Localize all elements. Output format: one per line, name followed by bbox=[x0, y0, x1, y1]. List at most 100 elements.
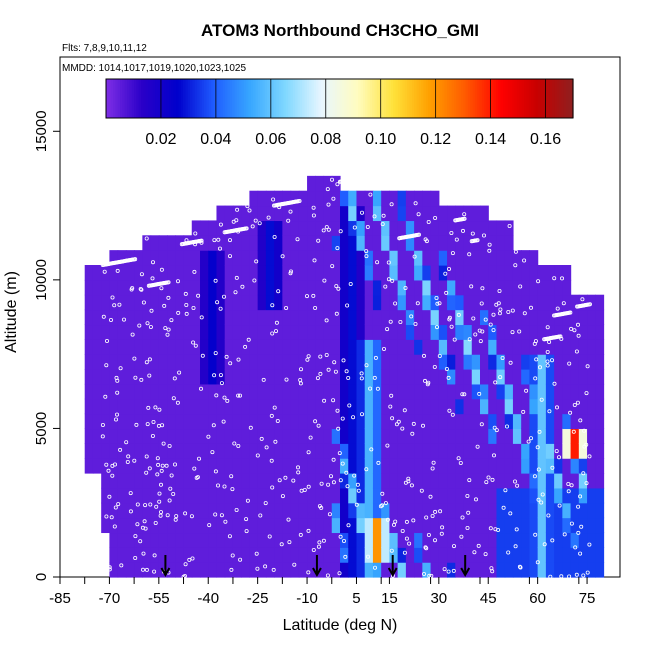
heatmap-cell bbox=[570, 369, 580, 385]
track-point bbox=[444, 366, 449, 371]
heatmap-cell bbox=[447, 458, 456, 474]
heatmap-cell bbox=[447, 532, 456, 548]
track-point bbox=[304, 294, 309, 299]
heatmap-cell bbox=[397, 383, 407, 400]
heatmap-cell bbox=[323, 309, 333, 326]
track-point bbox=[166, 280, 171, 285]
heatmap-cell bbox=[537, 458, 547, 474]
heatmap-cell bbox=[84, 369, 94, 385]
track-point bbox=[280, 494, 285, 499]
heatmap-cell bbox=[109, 413, 119, 430]
flight-track-points bbox=[100, 177, 592, 579]
heatmap-cell bbox=[134, 458, 143, 474]
track-point bbox=[244, 226, 249, 231]
heatmap-cell bbox=[455, 413, 465, 430]
heatmap-cell bbox=[142, 250, 152, 266]
heatmap-cell bbox=[158, 502, 168, 519]
heatmap-cell bbox=[340, 309, 349, 326]
colorbar-swatch bbox=[523, 79, 527, 118]
heatmap-cell bbox=[348, 354, 358, 370]
heatmap-cell bbox=[323, 205, 333, 222]
heatmap-cell bbox=[298, 413, 308, 430]
track-point bbox=[263, 564, 268, 569]
heatmap-cell bbox=[224, 502, 234, 519]
heatmap-cell bbox=[134, 443, 143, 459]
heatmap-cell bbox=[183, 428, 193, 444]
heatmap-cell bbox=[208, 265, 218, 281]
heatmap-cell bbox=[274, 443, 283, 459]
track-point bbox=[274, 320, 279, 325]
heatmap-cell bbox=[290, 294, 300, 311]
heatmap-cell bbox=[570, 339, 580, 355]
track-point bbox=[235, 207, 240, 212]
colorbar-swatch bbox=[388, 79, 392, 118]
heatmap-cell bbox=[92, 265, 102, 281]
heatmap-cell bbox=[562, 369, 572, 385]
heatmap-cell bbox=[290, 487, 300, 504]
heatmap-cell bbox=[331, 309, 341, 326]
x-tick-label: -85 bbox=[49, 590, 71, 607]
heatmap-cell bbox=[447, 265, 456, 281]
heatmap-cell bbox=[595, 428, 605, 444]
heatmap-cell bbox=[125, 354, 135, 370]
heatmap-cell bbox=[117, 265, 127, 281]
heatmap-cell bbox=[471, 547, 481, 563]
profile-arrow bbox=[460, 555, 471, 578]
colorbar-swatch bbox=[323, 79, 327, 118]
heatmap-cell bbox=[521, 309, 531, 326]
colorbar-swatch bbox=[437, 79, 441, 118]
heatmap-cell bbox=[109, 532, 119, 548]
heatmap-cell bbox=[109, 279, 119, 296]
track-point bbox=[166, 295, 171, 300]
track-point bbox=[157, 499, 162, 504]
track-point bbox=[286, 218, 291, 223]
heatmap-cell bbox=[480, 517, 489, 534]
colorbar-swatch bbox=[507, 79, 511, 118]
track-point bbox=[581, 471, 586, 476]
heatmap-cell bbox=[307, 562, 316, 578]
track-point bbox=[143, 503, 148, 508]
heatmap-cell bbox=[290, 324, 300, 340]
colorbar-swatch bbox=[255, 79, 259, 118]
track-point bbox=[333, 369, 338, 374]
heatmap-cell bbox=[142, 324, 152, 340]
heatmap-cell bbox=[224, 428, 234, 444]
heatmap-cell bbox=[290, 235, 300, 251]
heatmap-cell bbox=[348, 369, 358, 385]
heatmap-cell bbox=[405, 205, 415, 222]
heatmap-cell bbox=[224, 487, 234, 504]
colorbar-swatch bbox=[129, 79, 133, 118]
heatmap-cell bbox=[562, 458, 572, 474]
heatmap-cell bbox=[570, 458, 580, 474]
colorbar-swatch bbox=[416, 79, 420, 118]
heatmap-cell bbox=[471, 324, 481, 340]
heatmap-cell bbox=[554, 383, 563, 400]
track-point bbox=[270, 331, 275, 336]
heatmap-cell bbox=[480, 265, 489, 281]
heatmap-cell bbox=[562, 532, 572, 548]
heatmap-cell bbox=[282, 250, 292, 266]
heatmap-cell bbox=[570, 517, 580, 534]
heatmap-cell bbox=[372, 413, 382, 430]
heatmap-cell bbox=[175, 413, 185, 430]
track-point bbox=[393, 519, 398, 524]
track-point bbox=[148, 502, 153, 507]
heatmap-cell bbox=[183, 369, 193, 385]
heatmap-cell bbox=[389, 487, 399, 504]
track-point bbox=[267, 534, 272, 539]
heatmap-cell bbox=[257, 562, 267, 578]
track-point bbox=[232, 441, 237, 446]
track-point bbox=[145, 321, 150, 326]
heatmap-cell bbox=[150, 250, 160, 266]
track-point bbox=[479, 301, 484, 306]
heatmap-cell bbox=[290, 398, 300, 415]
heatmap-cell bbox=[249, 458, 259, 474]
heatmap-cell bbox=[381, 458, 391, 474]
heatmap-cell bbox=[545, 502, 555, 519]
heatmap-cell bbox=[241, 547, 251, 563]
heatmap-cell bbox=[158, 339, 168, 355]
track-point bbox=[554, 449, 559, 454]
heatmap-cell bbox=[372, 547, 382, 563]
colorbar-swatch bbox=[204, 79, 208, 118]
heatmap-cell bbox=[397, 443, 407, 459]
